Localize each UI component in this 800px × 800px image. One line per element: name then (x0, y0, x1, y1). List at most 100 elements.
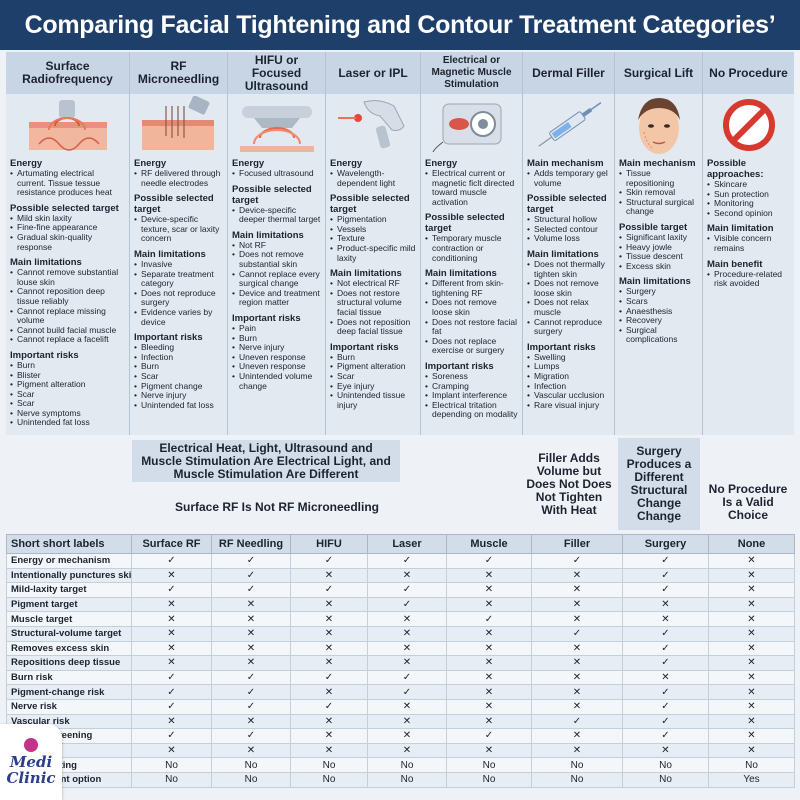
list-item: Unintended fat loss (10, 418, 125, 428)
table-cell: ✓ (622, 582, 709, 598)
list-item: Skin removal (619, 188, 698, 198)
list-item: Pigmentation (330, 215, 416, 225)
table-cell: ✕ (290, 625, 368, 642)
column-section: Possible selected targetMild skin laxity… (10, 203, 125, 252)
section-list: RF delivered through needle electrodes (134, 168, 223, 188)
section-title: Possible selected target (425, 212, 505, 235)
section-title: Important risks (10, 349, 79, 361)
table-header-cell: None (708, 534, 795, 554)
category-column: Electrical or Magnetic Muscle Stimulatio… (421, 52, 523, 435)
section-list: SwellingLumpsMigrationInfectionVascular … (527, 352, 610, 411)
section-list: Does not thermally tighten skinDoes not … (527, 259, 610, 337)
list-item: Pain (232, 323, 321, 334)
column-section: EnergyFocused ultrasound (232, 158, 321, 179)
section-list: Temporary muscle contraction or conditio… (425, 234, 518, 263)
list-item: Scar (330, 371, 416, 382)
column-section: Main limitationsInvasiveSeparate treatme… (134, 249, 223, 327)
list-item: Recovery (619, 316, 698, 326)
category-columns: Surface RadiofrequencyEnergyArtumating e… (6, 52, 794, 435)
table-cell: ✕ (290, 713, 368, 730)
list-item: Eye injury (330, 381, 416, 392)
muscle-stim-icon (421, 94, 522, 156)
table-cell: No (622, 771, 709, 788)
table-cell: No (290, 771, 368, 788)
list-item: Uneven response (232, 352, 321, 363)
table-cell: ✕ (708, 640, 795, 657)
list-item: Infection (527, 381, 610, 392)
list-item: Does not remove loose skin (527, 278, 610, 298)
table-cell: ✓ (446, 611, 532, 627)
table-cell: ✕ (290, 742, 368, 759)
section-list: Different from skin-tightening RFDoes no… (425, 278, 518, 356)
list-item: Blister (10, 370, 125, 381)
table-cell: No (531, 757, 623, 773)
title-bar: Comparing Facial Tightening and Contour … (0, 0, 800, 50)
table-cell: ✕ (531, 611, 623, 627)
list-item: Cramping (425, 381, 518, 392)
list-item: Not electrical RF (330, 279, 416, 289)
column-section: Possible selected targetDevice-specific … (134, 193, 223, 244)
table-cell: ✕ (708, 742, 795, 759)
table-cell: No (446, 757, 532, 773)
table-cell: ✕ (708, 698, 795, 715)
table-cell: ✕ (531, 728, 623, 744)
rf-skin-icon (6, 94, 129, 156)
table-cell: ✕ (531, 655, 623, 671)
list-item: Does not restore structural volume facia… (330, 288, 416, 318)
section-list: Not electrical RFDoes not restore struct… (330, 279, 416, 337)
table-cell: ✕ (290, 567, 368, 584)
list-item: Does not thermally tighten skin (527, 259, 610, 279)
column-heading: No Procedure (703, 52, 794, 94)
column-section: Possible selected targetTemporary muscle… (425, 212, 518, 263)
list-item: Does not reposition deep facial tissue (330, 317, 416, 337)
filler-note: Filler Adds Volume but Does Not Does Not… (526, 450, 612, 517)
section-title: Energy (134, 158, 167, 169)
section-title: Main benefit (707, 258, 763, 270)
section-title: Main limitations (619, 276, 691, 288)
table-cell: No (622, 757, 709, 773)
list-item: Device-specific texture, scar or laxity … (134, 214, 223, 244)
table-cell: ✓ (622, 698, 709, 715)
table-cell: ✓ (622, 728, 709, 744)
table-cell: ✓ (211, 698, 291, 715)
list-item: Implant interference (425, 390, 518, 401)
section-title: Possible selected target (330, 193, 410, 216)
row-label: Energy or mechanism (6, 553, 132, 569)
section-title: Main limitations (330, 268, 402, 280)
column-section: Main limitationsDifferent from skin-tigh… (425, 268, 518, 356)
column-heading: Dermal Filler (523, 52, 614, 94)
table-cell: ✓ (211, 728, 291, 744)
table-cell: ✕ (290, 596, 368, 613)
section-list: InvasiveSeparate treatment categoryDoes … (134, 259, 223, 327)
section-list: Wavelength-dependent light (330, 168, 416, 188)
table-cell: ✕ (367, 728, 447, 744)
section-list: PainBurnNerve injuryUneven responseUneve… (232, 323, 321, 391)
list-item: Nerve injury (232, 343, 321, 353)
table-cell: ✕ (531, 742, 623, 759)
column-section: Main limitationsDoes not thermally tight… (527, 249, 610, 337)
table-cell: ✕ (622, 596, 709, 613)
list-item: Does not reproduce surgery (134, 288, 223, 308)
list-item: Invasive (134, 259, 223, 270)
table-cell: ✕ (290, 640, 368, 657)
table-cell: ✓ (290, 698, 368, 715)
table-cell: ✓ (290, 582, 368, 598)
table-cell: ✕ (367, 567, 447, 584)
table-cell: ✕ (211, 640, 291, 657)
ultrasound-icon (228, 94, 325, 156)
list-item: Cannot replace missing volume (10, 306, 125, 326)
table-cell: No (367, 757, 447, 773)
list-item: Product-specific mild laxity (330, 243, 416, 263)
table-cell: ✓ (290, 553, 368, 569)
table-cell: ✕ (446, 640, 532, 657)
column-section: Main limitationsCannot remove substantia… (10, 257, 125, 345)
list-item: Texture (330, 234, 416, 244)
table-cell: ✓ (446, 728, 532, 744)
table-cell: ✓ (622, 684, 709, 700)
table-cell: ✕ (622, 742, 709, 759)
column-heading: Surface Radiofrequency (6, 52, 129, 94)
section-title: Main limitations (134, 248, 206, 260)
table-cell: ✕ (367, 742, 447, 759)
table-cell: ✓ (622, 625, 709, 642)
